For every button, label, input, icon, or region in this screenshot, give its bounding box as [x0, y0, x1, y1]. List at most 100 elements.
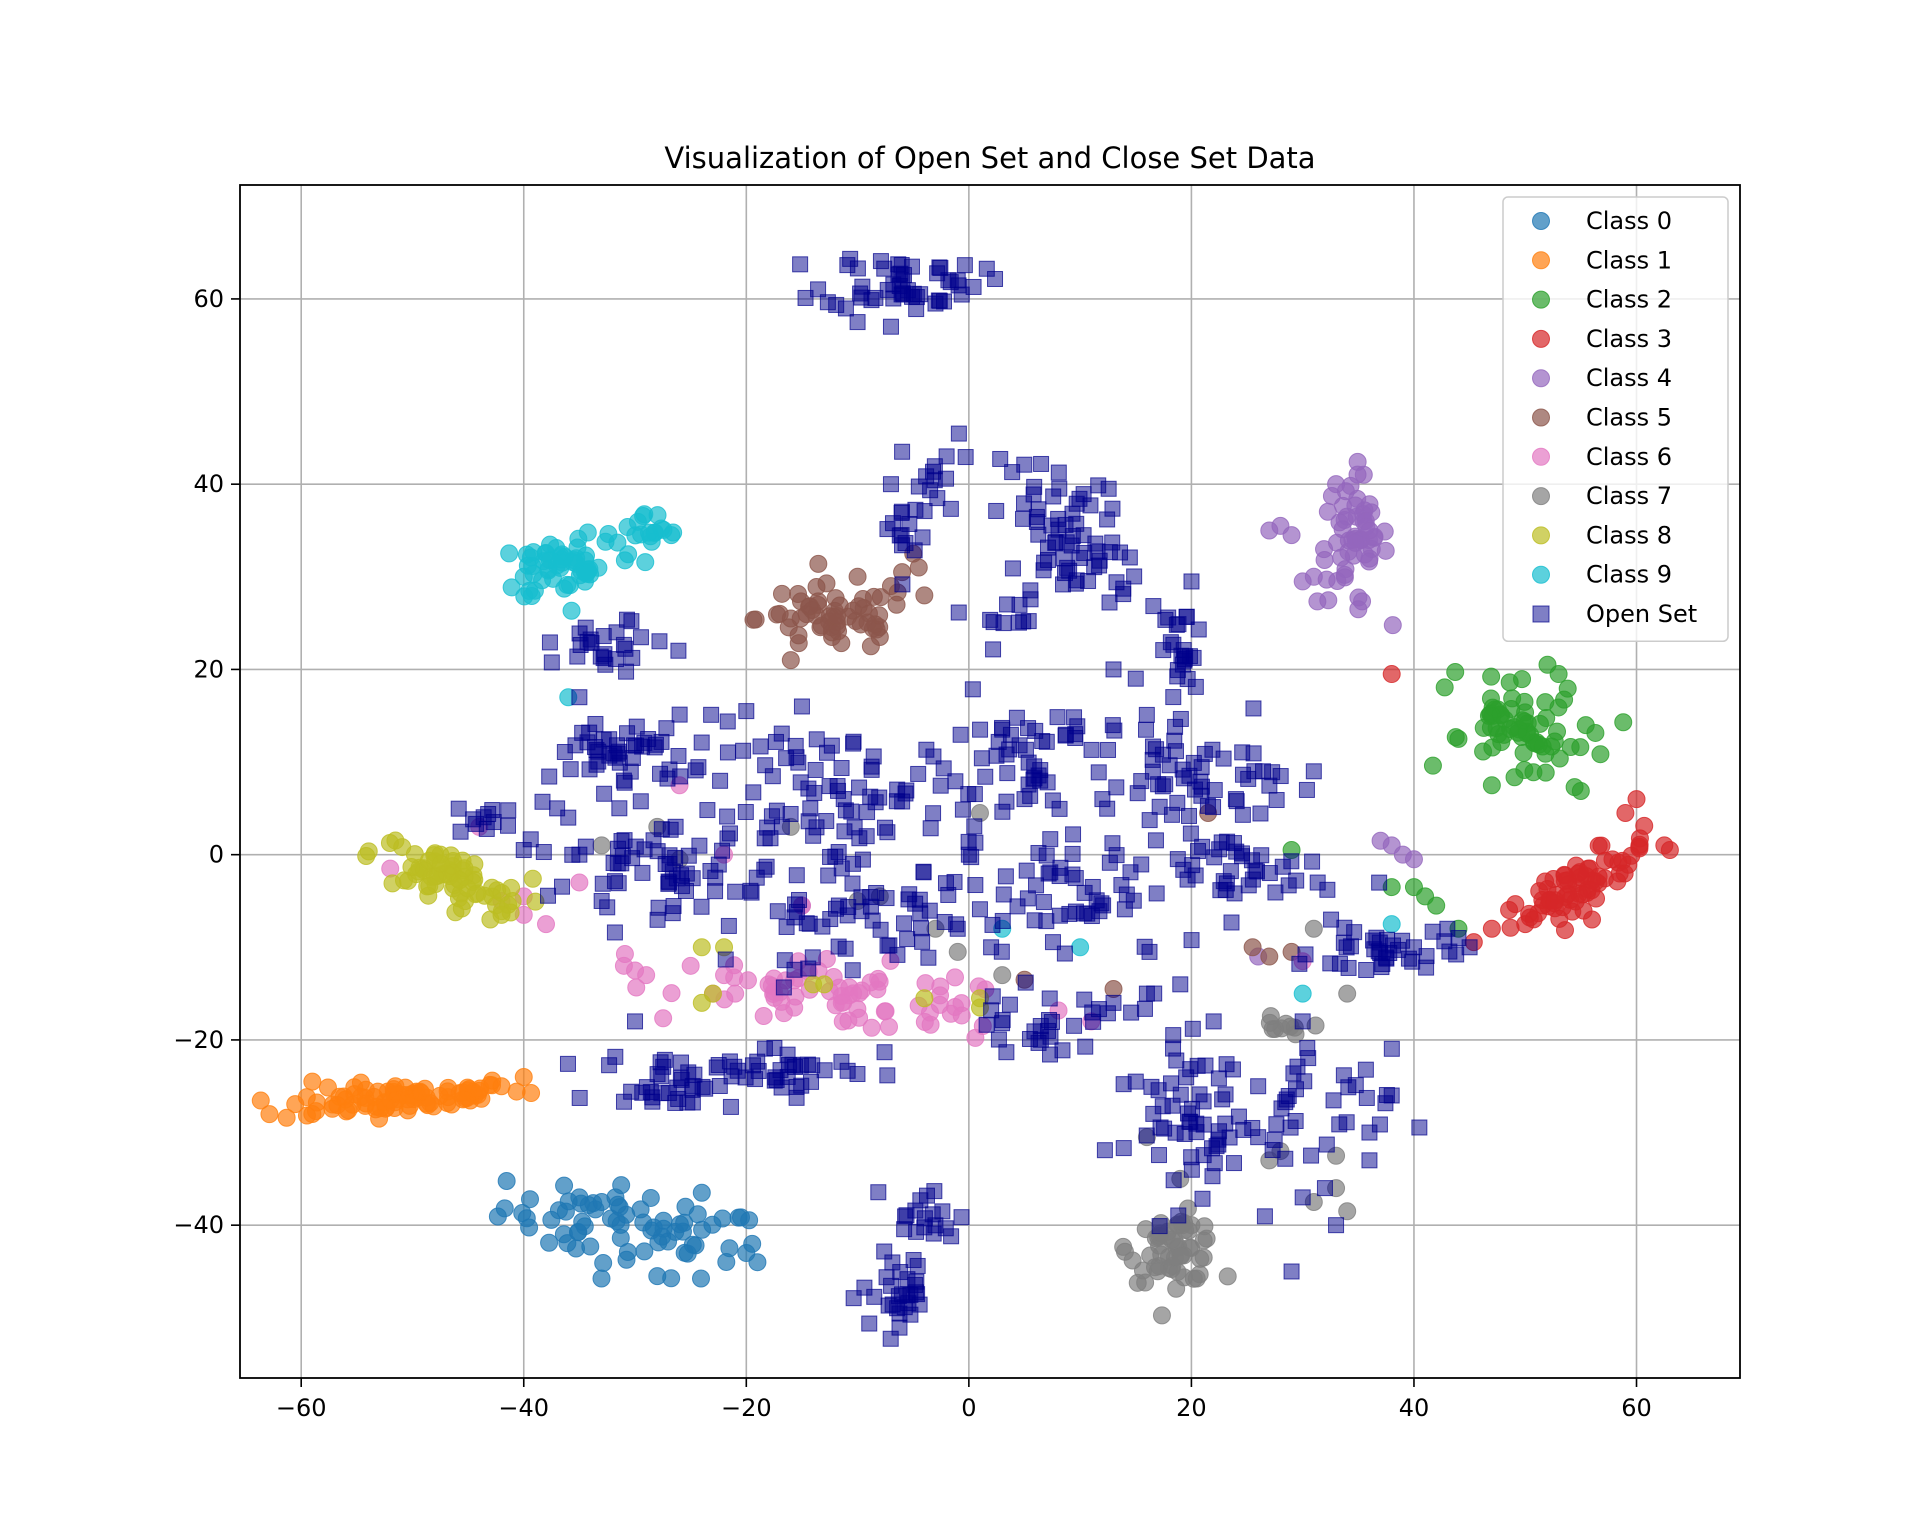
point-open-set	[865, 748, 882, 765]
point-class-0	[659, 1232, 678, 1251]
point-open-set	[1411, 1119, 1428, 1136]
point-class-2	[1500, 673, 1519, 692]
point-open-set	[1150, 776, 1167, 793]
point-open-set	[1328, 1217, 1345, 1234]
point-class-8	[431, 854, 450, 873]
legend-label: Class 7	[1586, 482, 1672, 510]
point-class-2	[1549, 665, 1568, 684]
point-open-set	[1090, 764, 1107, 781]
point-class-0	[617, 1250, 636, 1269]
point-open-set	[1289, 1058, 1306, 1075]
point-class-4	[1315, 551, 1334, 570]
point-open-set	[818, 813, 835, 830]
point-open-set	[762, 830, 779, 847]
point-class-6	[726, 984, 745, 1003]
point-open-set	[1214, 1091, 1231, 1108]
point-open-set	[965, 278, 982, 295]
point-open-set	[1225, 1155, 1242, 1172]
point-class-8	[450, 871, 469, 890]
point-class-1	[303, 1105, 322, 1124]
point-class-6	[537, 915, 556, 934]
point-open-set	[1383, 1040, 1400, 1057]
point-class-2	[1591, 745, 1610, 764]
point-open-set	[1035, 894, 1052, 911]
point-open-set	[632, 793, 649, 810]
point-open-set	[822, 911, 839, 928]
point-open-set	[1151, 1218, 1168, 1235]
point-open-set	[807, 761, 824, 778]
legend-marker-class-5	[1532, 408, 1550, 427]
point-class-4	[1318, 502, 1337, 521]
point-class-1	[492, 1077, 511, 1096]
point-class-4	[1282, 526, 1301, 545]
point-open-set	[894, 576, 911, 593]
point-class-5	[915, 586, 934, 605]
point-class-3	[1536, 872, 1555, 891]
point-class-5	[870, 628, 889, 647]
point-open-set	[853, 903, 870, 920]
point-open-set	[849, 260, 866, 277]
point-open-set	[999, 765, 1016, 782]
point-class-6	[738, 971, 757, 990]
point-open-set	[450, 800, 467, 817]
point-class-5	[781, 651, 800, 670]
point-open-set	[1210, 1070, 1227, 1087]
point-open-set	[907, 501, 924, 518]
point-open-set	[1206, 1155, 1223, 1172]
point-class-3	[1516, 915, 1535, 934]
point-open-set	[670, 747, 687, 764]
point-class-2	[1501, 719, 1520, 738]
point-open-set	[797, 289, 814, 306]
point-class-2	[1533, 737, 1552, 756]
point-class-1	[303, 1072, 322, 1091]
point-open-set	[844, 962, 861, 979]
point-class-2	[1474, 718, 1493, 737]
point-open-set	[515, 842, 532, 859]
point-class-0	[635, 1242, 654, 1261]
point-open-set	[1152, 1119, 1169, 1136]
point-open-set	[1294, 1189, 1311, 1206]
y-tick-label: 40	[193, 470, 224, 498]
point-open-set	[452, 823, 469, 840]
point-open-set	[745, 784, 762, 801]
point-open-set	[608, 624, 625, 641]
point-open-set	[1067, 870, 1084, 887]
point-class-6	[921, 1015, 940, 1034]
point-class-7	[1152, 1306, 1171, 1325]
legend-label: Class 8	[1586, 521, 1672, 549]
point-open-set	[863, 761, 880, 778]
point-open-set	[983, 939, 1000, 956]
point-open-set	[790, 754, 807, 771]
point-open-set	[903, 258, 920, 275]
point-open-set	[1179, 871, 1196, 888]
point-class-6	[852, 981, 871, 1000]
point-class-5	[848, 567, 867, 586]
point-class-3	[1660, 841, 1679, 860]
point-class-6	[952, 1006, 971, 1025]
point-class-3	[1573, 885, 1592, 904]
point-open-set	[1138, 706, 1155, 723]
point-open-set	[757, 757, 774, 774]
x-tick-label: 20	[1176, 1394, 1207, 1422]
point-open-set	[1105, 661, 1122, 678]
point-class-3	[1592, 836, 1611, 855]
point-open-set	[1066, 709, 1083, 726]
data-points	[251, 250, 1679, 1347]
x-tick-label: 60	[1621, 1394, 1652, 1422]
point-class-3	[1545, 894, 1564, 913]
point-open-set	[1004, 464, 1021, 481]
point-open-set	[592, 648, 609, 665]
point-open-set	[1108, 779, 1125, 796]
point-open-set	[1147, 832, 1164, 849]
point-open-set	[985, 614, 1002, 631]
point-open-set	[611, 800, 628, 817]
point-class-8	[492, 905, 511, 924]
point-open-set	[707, 883, 724, 900]
point-open-set	[699, 802, 716, 819]
legend-marker-class-8	[1532, 526, 1550, 545]
point-open-set	[719, 744, 736, 761]
point-open-set	[899, 1271, 916, 1288]
point-class-0	[542, 1210, 561, 1229]
point-open-set	[787, 737, 804, 754]
point-class-1	[438, 1082, 457, 1101]
